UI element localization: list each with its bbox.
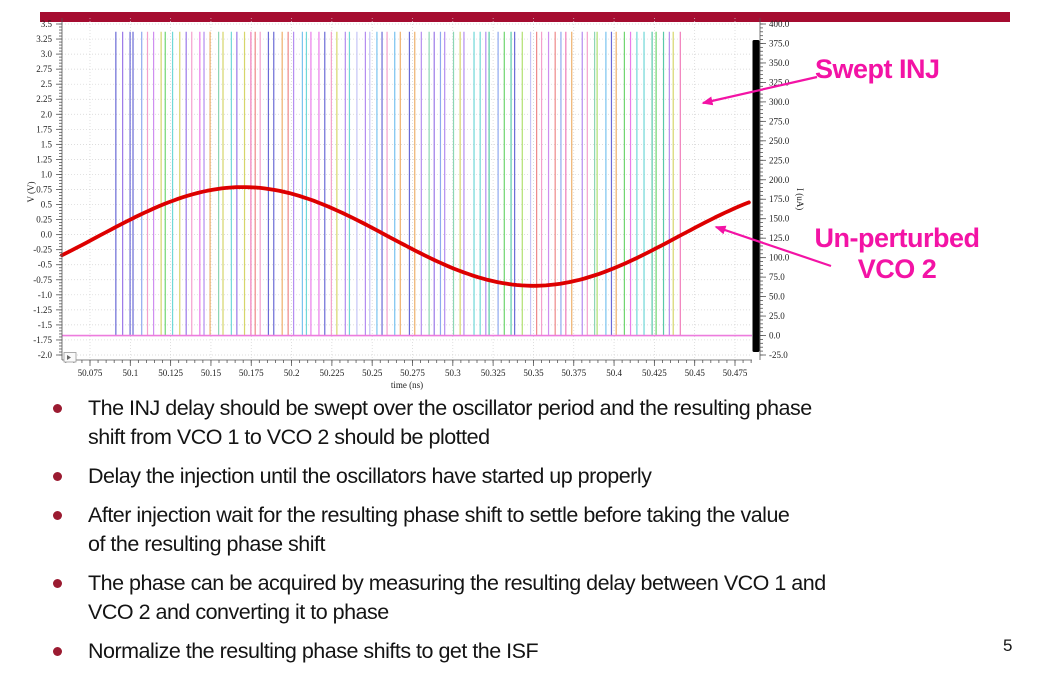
vco2-waveform [60, 185, 751, 288]
left-tick-label: 1.25 [36, 154, 52, 164]
left-tick-label: 3.25 [36, 34, 52, 44]
axis-labels: 3.5 3.25 3.0 2.75 2.5 2.25 2.0 1.75 1.5 1.25 1.0 0.… [26, 19, 805, 390]
x-tick-label: 50.175 [239, 368, 264, 378]
inj-pulse-train [115, 31, 681, 336]
page-number: 5 [1003, 636, 1013, 655]
x-tick-label: 50.475 [723, 368, 748, 378]
left-tick-label: 0.0 [41, 230, 53, 240]
right-tick-label: 400.0 [769, 19, 790, 29]
unperturbed-vco2-arrow [714, 225, 832, 268]
x-tick-label: 50.25 [362, 368, 383, 378]
right-tick-label: 250.0 [769, 136, 790, 146]
x-axis-title: time (ns) [391, 380, 423, 390]
bullet-line: After injection wait for the resulting p… [88, 503, 790, 527]
x-tick-label: 50.15 [201, 368, 222, 378]
bullet-item: Delay the injection until the oscillator… [50, 462, 1012, 491]
right-tick-label: 50.0 [769, 292, 785, 302]
x-tick-label: 50.45 [685, 368, 706, 378]
top-accent-bar [40, 12, 1010, 22]
annotation-unperturbed-line2: VCO 2 [857, 254, 937, 284]
swept-inj-arrow [701, 75, 818, 106]
left-tick-label: 1.75 [36, 124, 52, 134]
left-tick-label: 0.25 [36, 215, 52, 225]
x-tick-label: 50.275 [400, 368, 425, 378]
axes [59, 18, 763, 363]
waveform-chart: 3.5 3.25 3.0 2.75 2.5 2.25 2.0 1.75 1.5 1.25 1.0 0.… [26, 18, 832, 390]
left-tick-label: -1.5 [38, 320, 53, 330]
right-tick-label: 325.0 [769, 77, 790, 87]
left-tick-label: 2.0 [41, 109, 53, 119]
bullet-item: The phase can be acquired by measuring t… [50, 569, 1012, 627]
left-tick-label: -1.75 [33, 335, 52, 345]
right-tick-label: 350.0 [769, 58, 790, 68]
bullet-item: Normalize the resulting phase shifts to … [50, 637, 1012, 666]
marker-box-icon [63, 352, 77, 363]
annotation-unperturbed-line1: Un-perturbed [814, 223, 981, 253]
bullet-line: shift from VCO 1 to VCO 2 should be plot… [88, 425, 490, 449]
bullet-item: After injection wait for the resulting p… [50, 501, 1012, 559]
x-tick-label: 50.35 [523, 368, 544, 378]
bullet-list: The INJ delay should be swept over the o… [50, 394, 1012, 676]
x-tick-label: 50.125 [158, 368, 183, 378]
right-tick-label: 300.0 [769, 97, 790, 107]
x-tick-label: 50.375 [561, 368, 586, 378]
left-axis-title: V (V) [26, 181, 36, 202]
selected-axis-bar [752, 40, 760, 352]
x-tick-label: 50.425 [642, 368, 667, 378]
left-tick-label: 0.75 [36, 185, 52, 195]
x-tick-label: 50.4 [606, 368, 622, 378]
right-tick-label: -25.0 [769, 350, 788, 360]
left-tick-label: 0.5 [41, 200, 53, 210]
right-tick-label: 225.0 [769, 155, 790, 165]
play-glyph-icon [67, 355, 71, 360]
x-tick-label: 50.225 [320, 368, 345, 378]
left-tick-label: 3.0 [41, 49, 53, 59]
right-tick-label: 275.0 [769, 116, 790, 126]
annotation-arrows [701, 75, 832, 268]
x-tick-label: 50.2 [284, 368, 300, 378]
right-tick-label: 150.0 [769, 214, 790, 224]
annotation-swept-inj: Swept INJ [815, 54, 940, 84]
right-tick-label: 375.0 [769, 38, 790, 48]
left-tick-label: 2.75 [36, 64, 52, 74]
bullet-line: The phase can be acquired by measuring t… [88, 571, 826, 595]
left-tick-label: -0.75 [33, 275, 52, 285]
x-tick-label: 50.325 [481, 368, 506, 378]
x-tick-label: 50.075 [78, 368, 103, 378]
left-tick-label: 3.5 [41, 19, 53, 29]
bullet-line: VCO 2 and converting it to phase [88, 600, 389, 624]
right-tick-label: 75.0 [769, 272, 785, 282]
left-tick-label: -0.25 [33, 245, 52, 255]
bullet-line: Normalize the resulting phase shifts to … [88, 639, 539, 663]
left-tick-label: -0.5 [38, 260, 53, 270]
right-axis-title: I (uA) [795, 188, 805, 210]
right-tick-label: 200.0 [769, 175, 790, 185]
right-tick-label: 0.0 [769, 331, 781, 341]
bullet-item: The INJ delay should be swept over the o… [50, 394, 1012, 452]
right-tick-label: 100.0 [769, 253, 790, 263]
left-tick-label: -1.0 [38, 290, 53, 300]
right-tick-label: 25.0 [769, 311, 785, 321]
right-tick-label: 175.0 [769, 194, 790, 204]
annotation-unperturbed-vco2: Un-perturbed VCO 2 [790, 223, 1004, 285]
left-tick-label: 1.0 [41, 169, 53, 179]
right-tick-label: 125.0 [769, 233, 790, 243]
left-tick-label: 2.25 [36, 94, 52, 104]
left-tick-label: -1.25 [33, 305, 52, 315]
x-tick-label: 50.3 [445, 368, 461, 378]
x-tick-label: 50.1 [122, 368, 138, 378]
left-tick-label: -2.0 [38, 350, 53, 360]
bullet-line: Delay the injection until the oscillator… [88, 464, 652, 488]
bullet-line: of the resulting phase shift [88, 532, 326, 556]
left-tick-label: 2.5 [41, 79, 53, 89]
bullet-line: The INJ delay should be swept over the o… [88, 396, 812, 420]
left-tick-label: 1.5 [41, 139, 53, 149]
